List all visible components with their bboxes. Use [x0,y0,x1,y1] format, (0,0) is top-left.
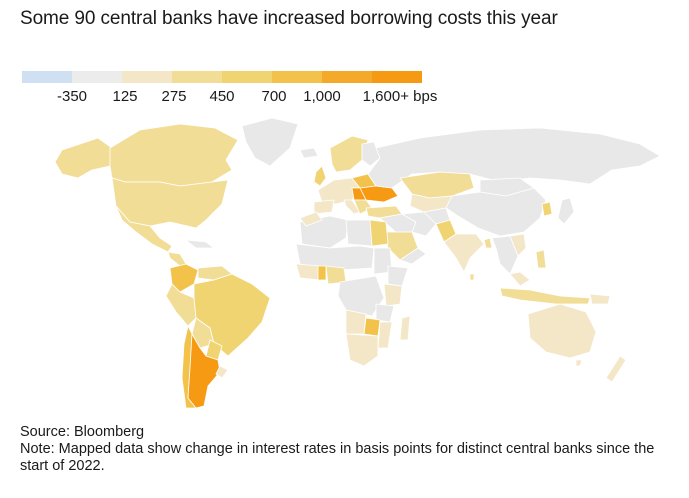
legend-label: 275 [161,88,187,105]
region-madagascar [399,315,411,341]
region-australia [527,303,597,359]
region-mozambique [377,321,393,349]
region-iberia [313,199,335,215]
region-egypt [369,219,389,247]
legend-labels: -350 125 275 450 700 1,000 1,600+ bps [22,88,437,110]
region-ghana [317,265,327,281]
region-uk [313,165,327,187]
legend-swatch [322,71,372,83]
region-ethiopia [387,265,409,287]
region-tanzania [375,303,395,323]
region-southern-africa [345,333,379,367]
region-usa [111,177,229,229]
region-malaysia [509,271,531,287]
region-canada [109,123,239,187]
legend-label: 1,000 [303,88,341,105]
region-caribbean [185,239,215,249]
legend-color-bar [22,71,422,83]
source-note: Source: Bloomberg [20,424,145,440]
region-iceland [299,147,319,159]
region-korea [541,201,553,217]
region-greenland [241,117,299,167]
region-central-africa [337,275,385,317]
region-sri-lanka [469,273,475,281]
region-png [589,293,611,305]
region-yemen-oman [399,247,427,265]
legend-label: 1,600+ bps [362,88,438,105]
legend-swatch [272,71,322,83]
region-scandinavia [329,135,369,173]
region-indonesia [499,287,591,305]
legend: -350 125 275 450 700 1,000 1,600+ bps [22,71,437,110]
legend-swatch [72,71,122,83]
region-mexico [115,205,173,253]
region-finland [361,141,381,167]
legend-label: -350 [56,88,88,105]
region-japan [557,197,575,225]
footer: Source: Bloomberg Note: Mapped data show… [20,424,670,475]
legend-swatch [172,71,222,83]
region-east-africa [383,283,403,307]
legend-label: 450 [209,88,235,105]
region-bangladesh [483,237,493,249]
legend-label: 700 [261,88,287,105]
legend-swatch [372,71,422,83]
region-zambia [363,317,381,337]
chart-title: Some 90 central banks have increased bor… [20,8,558,29]
region-new-zealand [605,355,627,383]
region-philippines [535,249,547,269]
region-uruguay [215,365,229,379]
legend-label: 125 [112,88,138,105]
region-russia [367,127,661,189]
region-argentina [187,333,221,409]
region-peru [165,283,197,327]
region-alaska [54,137,113,179]
region-india [443,233,485,273]
legend-swatch [122,71,172,83]
legend-swatch [22,71,72,83]
region-morocco [299,211,323,227]
region-italy [343,199,361,215]
region-vietnam [509,233,527,257]
region-angola [345,309,367,335]
methodology-note: Note: Mapped data show change in interes… [20,441,655,474]
region-bolivia [191,317,215,349]
legend-swatch [222,71,272,83]
region-libya [345,219,373,247]
region-tasmania [575,359,583,367]
region-china [445,187,547,237]
world-map [54,117,661,409]
region-central-america [167,251,187,267]
